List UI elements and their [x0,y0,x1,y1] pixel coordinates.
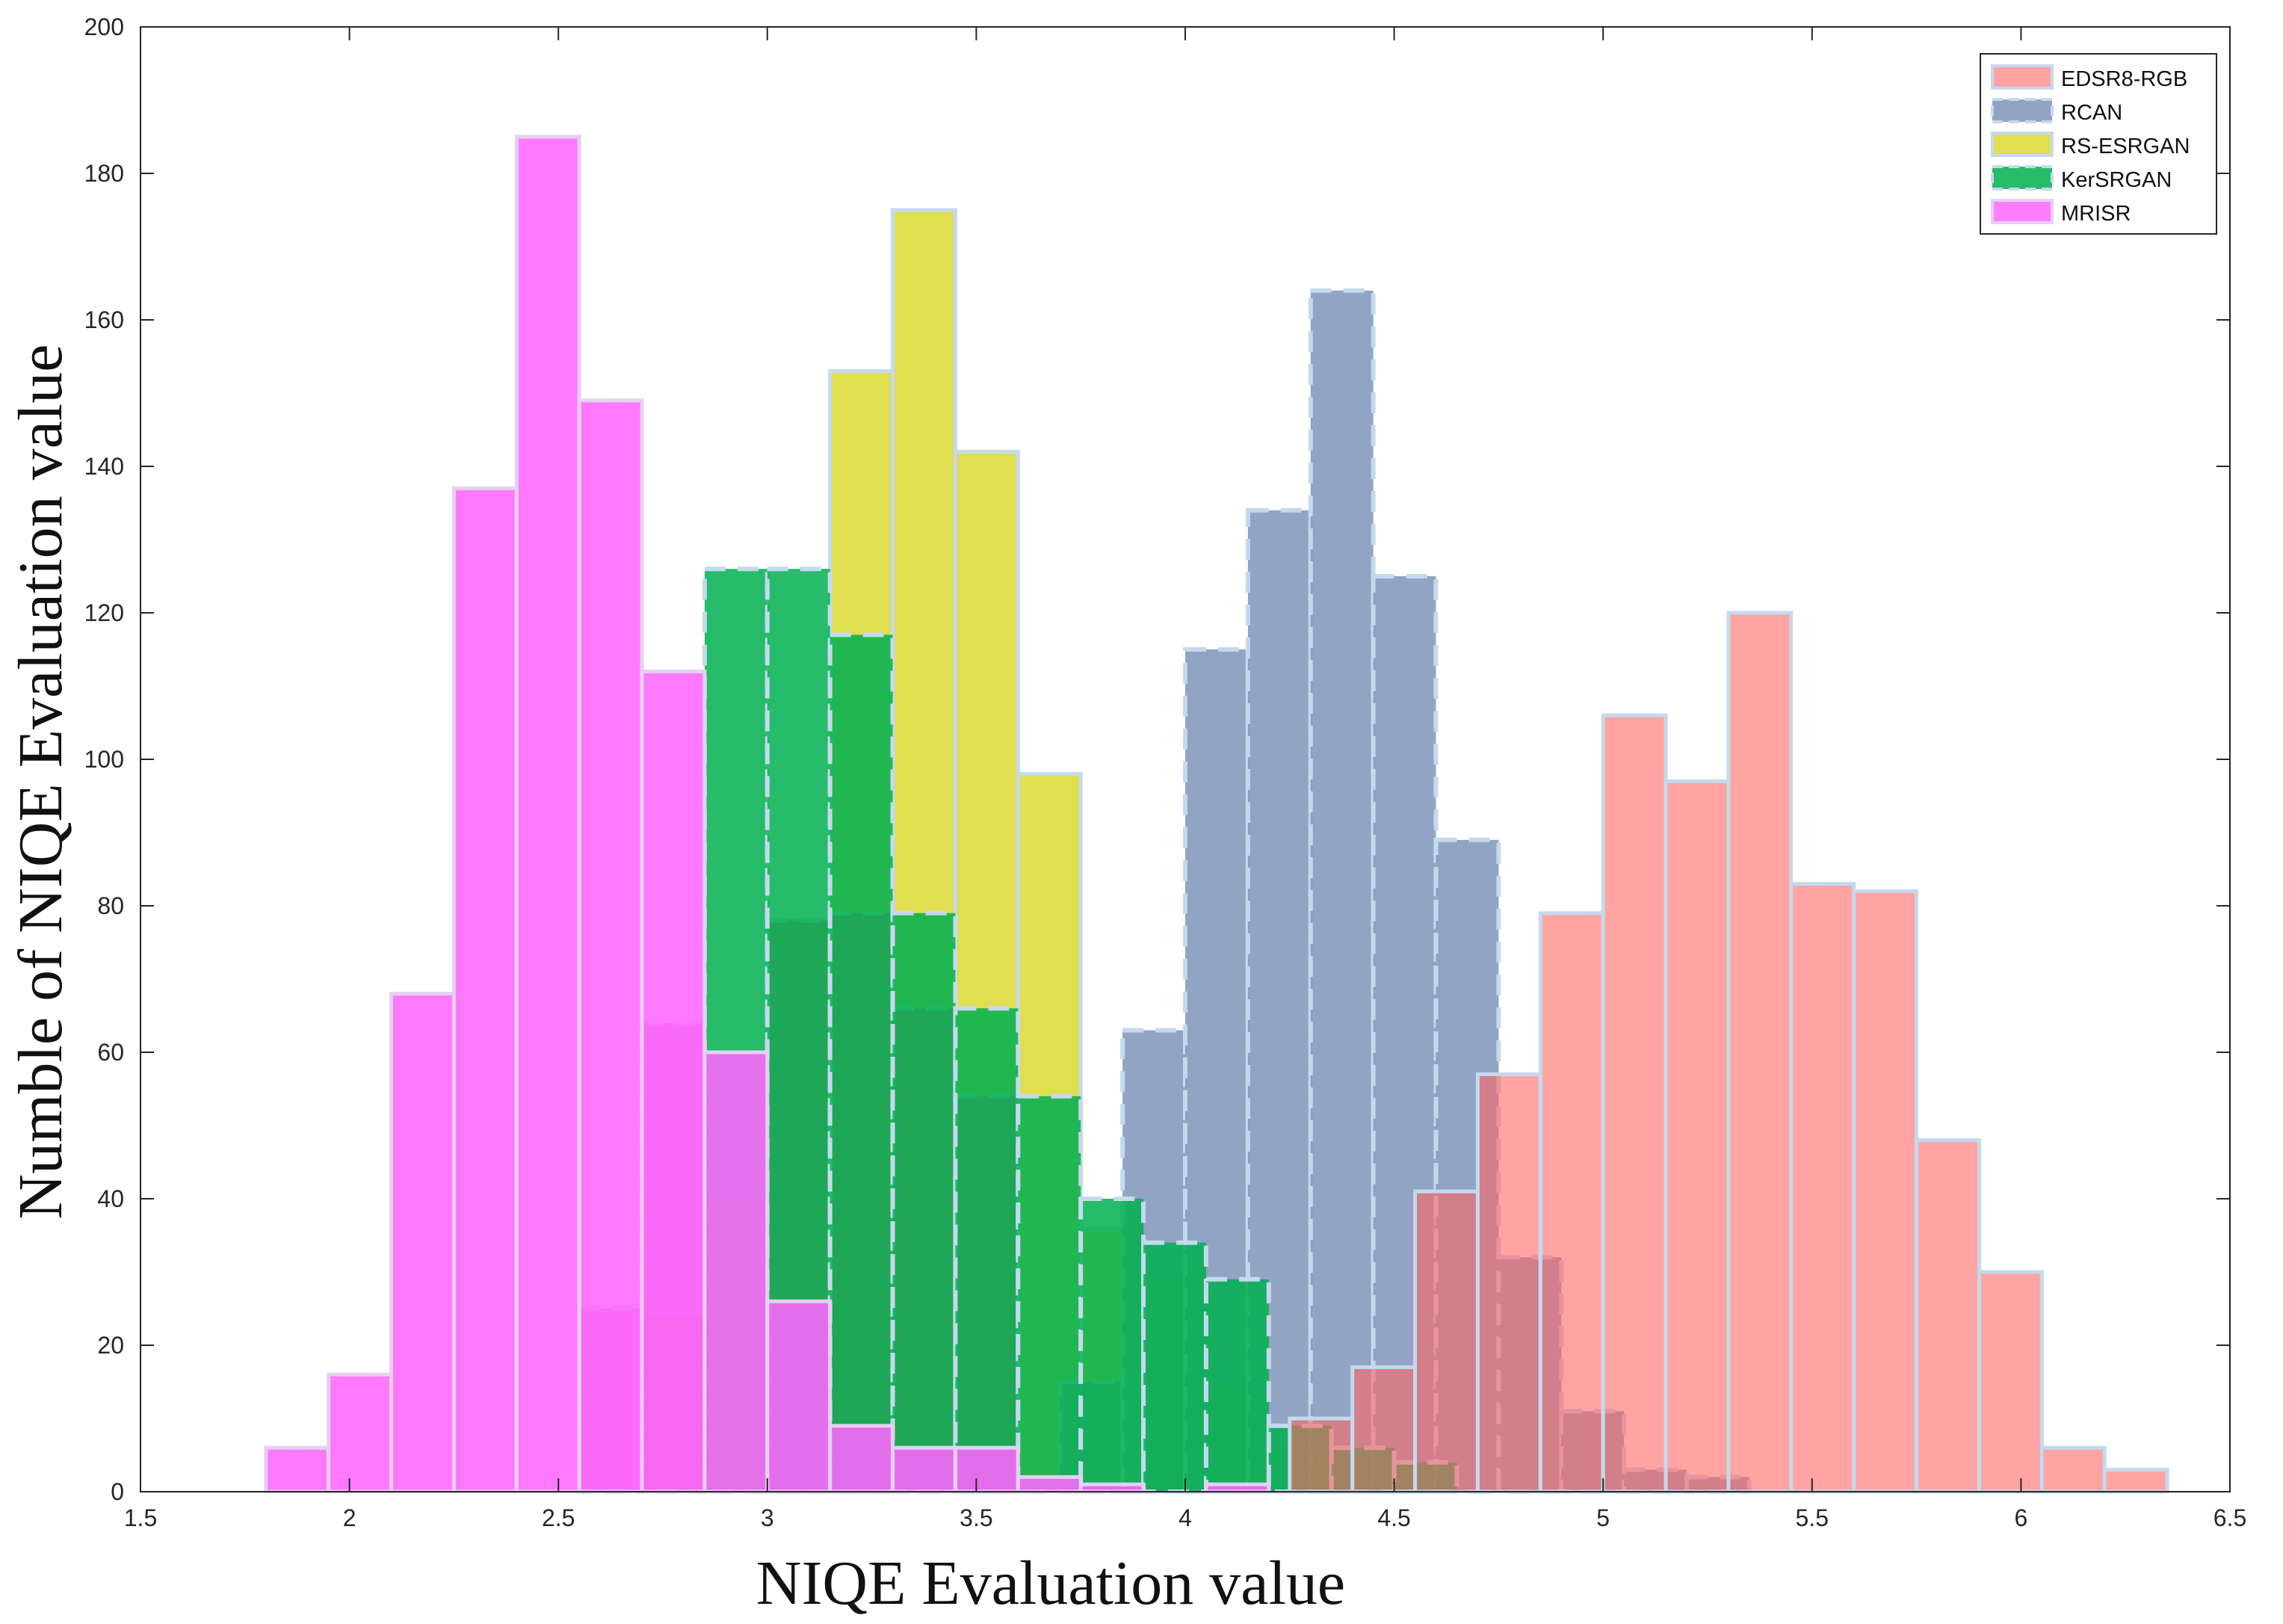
x-tick-label-6: 4.5 [1377,1504,1410,1531]
rcan-bar-4 [1308,288,1376,1494]
y-tick-label-0: 0 [111,1478,124,1505]
legend-label-4: MRISR [2061,202,2131,226]
x-tick-label-9: 6 [2015,1504,2028,1531]
x-tick-label-2: 2.5 [542,1504,575,1531]
mrisr-bar-7 [702,1050,770,1494]
legend: EDSR8-RGB RCAN RS-ESRGAN KerSRGAN MRISR [1980,53,2217,235]
legend-label-0: EDSR8-RGB [2061,67,2187,91]
legend-swatch-4 [1991,199,2054,224]
legend-label-3: KerSRGAN [2061,168,2172,192]
mrisr-bar-0 [264,1445,331,1494]
mrisr-bar-3 [451,486,519,1494]
legend-swatch-3 [1991,165,2054,191]
kersrgan-bar-8 [1203,1276,1271,1495]
edsr8-rgb-bar-8 [1789,882,1856,1494]
mrisr-bar-5 [577,398,644,1494]
x-tick-label-1: 2 [343,1504,356,1531]
mrisr-bar-4 [514,135,581,1494]
edsr8-rgb-bar-9 [1852,889,1919,1494]
kersrgan-bar-4 [953,1006,1021,1494]
mrisr-bar-10 [891,1445,957,1494]
mrisr-bar-11 [953,1445,1020,1494]
y-tick-label-8: 160 [84,306,124,333]
x-tick-label-8: 5.5 [1796,1504,1829,1531]
legend-swatch-0 [1991,64,2054,90]
y-tick-label-1: 20 [97,1332,124,1359]
edsr8-rgb-bar-13 [2102,1468,2169,1494]
legend-swatch-2 [1991,132,2054,157]
edsr8-rgb-bar-7 [1726,611,1794,1494]
x-tick-label-4: 3.5 [960,1504,992,1531]
edsr8-rgb-bar-6 [1663,779,1731,1494]
y-tick-label-3: 60 [97,1039,124,1066]
y-tick-label-4: 80 [97,892,124,919]
legend-swatch-1 [1991,98,2054,123]
mrisr-bar-6 [640,669,707,1494]
x-tick-label-0: 1.5 [124,1504,157,1531]
x-tick-label-7: 5 [1596,1504,1610,1531]
edsr8-rgb-bar-2 [1413,1189,1480,1494]
edsr8-rgb-bar-12 [2039,1445,2107,1494]
mrisr-bar-12 [1016,1475,1083,1494]
edsr8-rgb-bar-3 [1475,1072,1542,1494]
x-axis-title: NIQE Evaluation value [756,1549,1345,1618]
kersrgan-bar-3 [890,910,958,1495]
edsr8-rgb-bar-0 [1288,1416,1355,1494]
y-tick-label-6: 120 [84,599,124,626]
legend-label-1: RCAN [2061,101,2122,125]
y-tick-label-7: 140 [84,453,124,480]
mrisr-bar-13 [1078,1482,1146,1494]
edsr8-rgb-bar-10 [1915,1138,1981,1494]
mrisr-bar-8 [765,1299,832,1494]
legend-label-2: RS-ESRGAN [2061,135,2190,158]
mrisr-bar-9 [828,1424,895,1494]
mrisr-bar-14 [1204,1482,1271,1494]
y-tick-label-5: 100 [84,746,124,773]
edsr8-rgb-bar-5 [1601,713,1668,1494]
kersrgan-bar-6 [1078,1197,1146,1494]
x-tick-label-10: 6.5 [2214,1504,2246,1531]
x-tick-label-5: 4 [1178,1504,1192,1531]
kersrgan-bar-5 [1016,1093,1084,1495]
edsr8-rgb-bar-1 [1350,1365,1418,1494]
x-tick-label-3: 3 [761,1504,774,1531]
kersrgan-bar-2 [827,632,895,1494]
edsr8-rgb-bar-4 [1538,911,1605,1494]
y-tick-label-2: 40 [97,1185,124,1212]
edsr8-rgb-bar-11 [1977,1270,2044,1494]
y-tick-label-10: 200 [84,13,124,40]
mrisr-bar-2 [389,992,456,1494]
y-tick-label-9: 180 [84,160,124,187]
mrisr-bar-1 [327,1372,394,1494]
kersrgan-bar-7 [1141,1240,1208,1495]
y-axis-title: Numble of NIQE Evaluation value [6,345,75,1220]
axes: 1.5 2 2.5 3 3.5 4 4.5 5 5.5 6 6.5 0 20 40 60 80 100 120 14… [84,13,2247,1531]
